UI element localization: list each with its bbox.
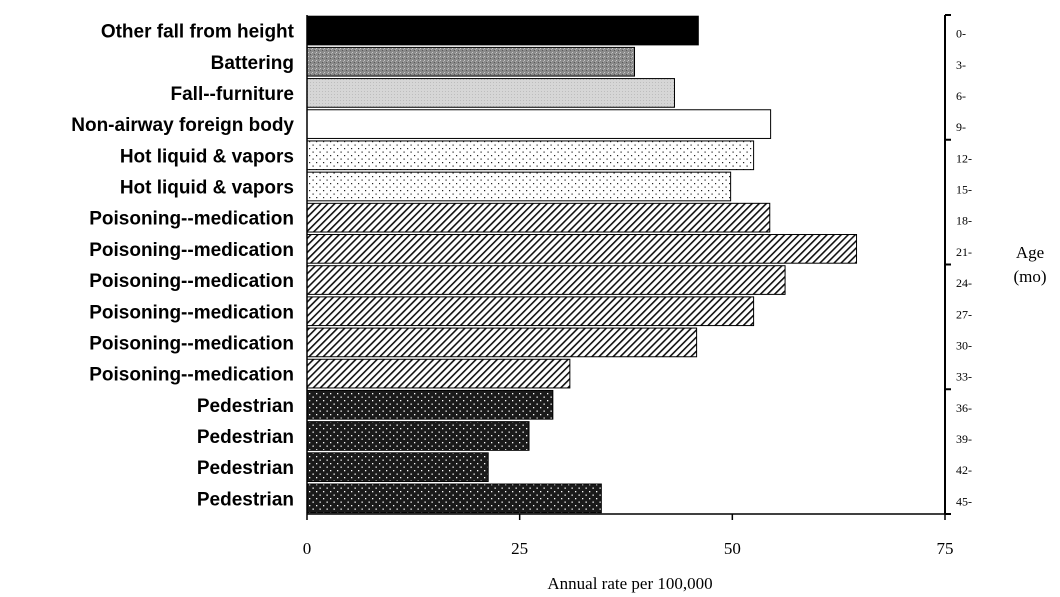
x-tick-label: 75 [937, 539, 954, 558]
age-tick-label: 6- [956, 89, 966, 103]
x-axis-title: Annual rate per 100,000 [547, 574, 712, 593]
age-tick-label: 30- [956, 338, 972, 352]
bar [306, 327, 698, 358]
age-tick-label: 3- [956, 58, 966, 72]
category-label: Other fall from height [101, 22, 295, 43]
category-label: Pedestrian [197, 427, 294, 448]
bar [306, 452, 489, 483]
category-label: Battering [211, 53, 294, 74]
age-tick-label: 36- [956, 401, 972, 415]
category-label: Pedestrian [197, 458, 294, 479]
category-label: Poisoning--medication [89, 333, 294, 354]
bar [306, 358, 571, 389]
bar [306, 202, 771, 233]
bar [306, 265, 786, 295]
bar [306, 483, 602, 514]
age-tick-label: 18- [956, 214, 972, 228]
age-tick-label: 42- [956, 463, 972, 477]
age-tick-label: 0- [956, 27, 966, 41]
bar [306, 389, 554, 420]
bar [306, 109, 772, 139]
category-label: Hot liquid & vapors [120, 146, 294, 167]
bar [306, 78, 675, 108]
age-tick-label: 33- [956, 370, 972, 384]
age-tick-label: 21- [956, 245, 972, 259]
age-tick-label: 12- [956, 151, 972, 165]
age-tick-label: 15- [956, 183, 972, 197]
age-axis-title-line1: Age [1016, 243, 1044, 262]
age-tick-label: 45- [956, 494, 972, 508]
category-label: Hot liquid & vapors [120, 178, 294, 199]
category-label: Poisoning--medication [89, 209, 294, 230]
category-label: Poisoning--medication [89, 271, 294, 292]
x-tick-label: 0 [303, 539, 312, 558]
age-tick-label: 39- [956, 432, 972, 446]
age-tick-label: 27- [956, 307, 972, 321]
category-label: Pedestrian [197, 396, 294, 417]
category-label: Poisoning--medication [89, 302, 294, 323]
age-tick-label: 9- [956, 120, 966, 134]
bar [306, 234, 858, 264]
bar [306, 421, 530, 451]
category-label: Fall--furniture [171, 84, 295, 105]
age-tick-label: 24- [956, 276, 972, 290]
category-label: Poisoning--medication [89, 365, 294, 386]
category-label: Non-airway foreign body [71, 115, 294, 136]
bar [306, 296, 755, 327]
bar [306, 46, 636, 77]
category-label: Pedestrian [197, 489, 294, 510]
x-tick-label: 25 [511, 539, 528, 558]
bar [306, 140, 755, 171]
category-label: Poisoning--medication [89, 240, 294, 261]
x-tick-label: 50 [724, 539, 741, 558]
bar [306, 171, 732, 202]
age-axis-title-line2: (mo) [1013, 267, 1046, 286]
bar [306, 15, 699, 46]
